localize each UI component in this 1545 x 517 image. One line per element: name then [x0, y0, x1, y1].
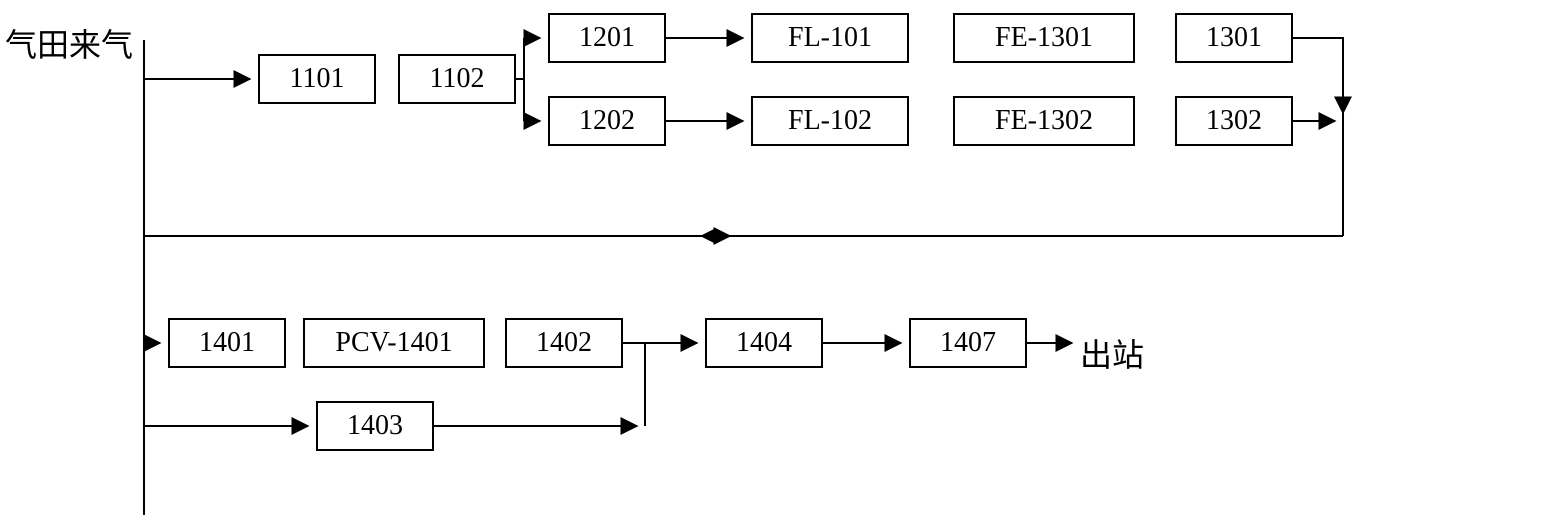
- input-label: 气田来气: [5, 20, 133, 66]
- node-1403: 1403: [316, 401, 434, 451]
- node-1301-label: 1301: [1206, 22, 1262, 54]
- node-FL102: FL-102: [751, 96, 909, 146]
- node-1202-label: 1202: [579, 105, 635, 137]
- output-label: 出站: [1080, 330, 1144, 376]
- node-1102-label: 1102: [430, 63, 485, 95]
- node-1407: 1407: [909, 318, 1027, 368]
- node-1202: 1202: [548, 96, 666, 146]
- edge-1102-split-stem: [516, 38, 524, 121]
- edge-1301-down: [1293, 38, 1343, 113]
- node-1402: 1402: [505, 318, 623, 368]
- node-FE1301: FE-1301: [953, 13, 1135, 63]
- node-1401: 1401: [168, 318, 286, 368]
- node-PCV1401: PCV-1401: [303, 318, 485, 368]
- node-1201: 1201: [548, 13, 666, 63]
- node-FL102-label: FL-102: [788, 105, 872, 137]
- node-FE1302: FE-1302: [953, 96, 1135, 146]
- node-1102: 1102: [398, 54, 516, 104]
- node-1201-label: 1201: [579, 22, 635, 54]
- node-PCV1401-label: PCV-1401: [335, 327, 452, 359]
- node-1401-label: 1401: [199, 327, 255, 359]
- node-1402-label: 1402: [536, 327, 592, 359]
- node-FL101-label: FL-101: [788, 22, 872, 54]
- node-1404: 1404: [705, 318, 823, 368]
- node-1302: 1302: [1175, 96, 1293, 146]
- flow-connectors: [0, 0, 1545, 517]
- node-1101-label: 1101: [290, 63, 345, 95]
- node-1301: 1301: [1175, 13, 1293, 63]
- node-FE1302-label: FE-1302: [995, 105, 1093, 137]
- node-1101: 1101: [258, 54, 376, 104]
- node-FL101: FL-101: [751, 13, 909, 63]
- node-1302-label: 1302: [1206, 105, 1262, 137]
- edge-1402-stub: [623, 343, 645, 426]
- node-1403-label: 1403: [347, 410, 403, 442]
- loop-arrowhead-icon: [700, 229, 714, 243]
- node-FE1301-label: FE-1301: [995, 22, 1093, 54]
- node-1404-label: 1404: [736, 327, 792, 359]
- node-1407-label: 1407: [940, 327, 996, 359]
